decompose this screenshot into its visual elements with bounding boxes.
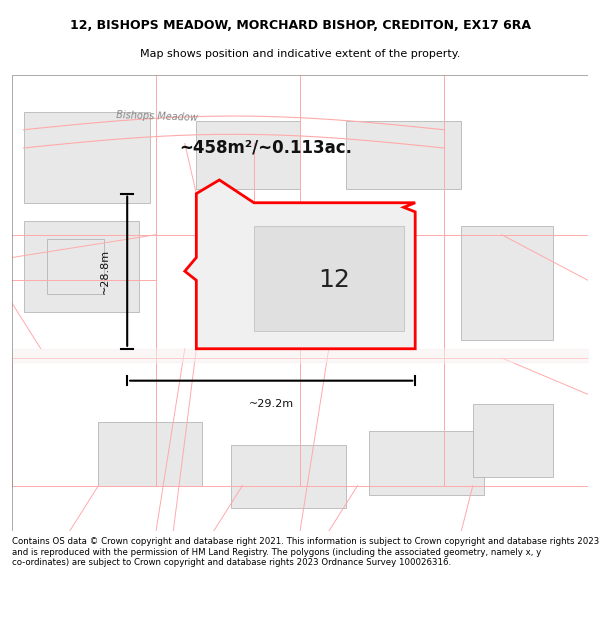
Text: ~458m²/~0.113ac.: ~458m²/~0.113ac. — [179, 139, 352, 157]
FancyBboxPatch shape — [196, 121, 300, 189]
FancyBboxPatch shape — [231, 444, 346, 509]
Text: Bishops Meadow: Bishops Meadow — [116, 110, 198, 123]
FancyBboxPatch shape — [254, 226, 404, 331]
Text: ~29.2m: ~29.2m — [248, 399, 294, 409]
FancyBboxPatch shape — [254, 226, 415, 339]
FancyBboxPatch shape — [98, 422, 202, 486]
FancyBboxPatch shape — [461, 226, 553, 339]
FancyBboxPatch shape — [23, 111, 150, 202]
Text: 12: 12 — [319, 268, 350, 292]
FancyBboxPatch shape — [473, 404, 553, 476]
Polygon shape — [185, 180, 415, 349]
Text: Contains OS data © Crown copyright and database right 2021. This information is : Contains OS data © Crown copyright and d… — [12, 538, 599, 568]
FancyBboxPatch shape — [47, 239, 104, 294]
Text: ~28.8m: ~28.8m — [100, 249, 110, 294]
FancyBboxPatch shape — [346, 121, 461, 189]
Text: Map shows position and indicative extent of the property.: Map shows position and indicative extent… — [140, 49, 460, 59]
Text: 12, BISHOPS MEADOW, MORCHARD BISHOP, CREDITON, EX17 6RA: 12, BISHOPS MEADOW, MORCHARD BISHOP, CRE… — [70, 19, 530, 32]
FancyBboxPatch shape — [369, 431, 484, 495]
FancyBboxPatch shape — [23, 221, 139, 312]
